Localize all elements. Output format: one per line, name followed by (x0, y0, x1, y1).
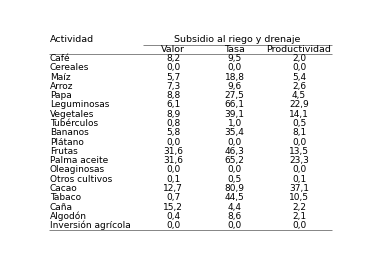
Text: 0,5: 0,5 (292, 119, 306, 128)
Text: 8,9: 8,9 (166, 110, 180, 119)
Text: 4,5: 4,5 (292, 91, 306, 100)
Text: 7,3: 7,3 (166, 82, 180, 91)
Text: 0,8: 0,8 (166, 119, 180, 128)
Text: Vegetales: Vegetales (50, 110, 94, 119)
Text: Algodón: Algodón (50, 212, 87, 221)
Text: 0,7: 0,7 (166, 193, 180, 202)
Text: 0,0: 0,0 (292, 165, 306, 174)
Text: 0,0: 0,0 (228, 63, 242, 72)
Text: Cereales: Cereales (50, 63, 89, 72)
Text: Oleaginosas: Oleaginosas (50, 165, 105, 174)
Text: Café: Café (50, 54, 70, 63)
Text: 0,4: 0,4 (166, 212, 180, 221)
Text: 31,6: 31,6 (163, 147, 183, 156)
Text: Otros cultivos: Otros cultivos (50, 175, 112, 184)
Text: 0,0: 0,0 (166, 63, 180, 72)
Text: 15,2: 15,2 (163, 203, 183, 212)
Text: Inversión agrícola: Inversión agrícola (50, 221, 131, 230)
Text: 8,1: 8,1 (292, 128, 306, 137)
Text: 2,6: 2,6 (292, 82, 306, 91)
Text: Bananos: Bananos (50, 128, 88, 137)
Text: Leguminosas: Leguminosas (50, 100, 109, 109)
Text: 0,0: 0,0 (292, 221, 306, 230)
Text: Maíz: Maíz (50, 73, 70, 82)
Text: 0,0: 0,0 (166, 221, 180, 230)
Text: 1,0: 1,0 (228, 119, 242, 128)
Text: 18,8: 18,8 (225, 73, 245, 82)
Text: Plátano: Plátano (50, 138, 84, 147)
Text: 2,2: 2,2 (292, 203, 306, 212)
Text: 31,6: 31,6 (163, 156, 183, 165)
Text: 10,5: 10,5 (289, 193, 309, 202)
Text: Palma aceite: Palma aceite (50, 156, 108, 165)
Text: 27,5: 27,5 (225, 91, 245, 100)
Text: 9,6: 9,6 (228, 82, 242, 91)
Text: 66,1: 66,1 (225, 100, 245, 109)
Text: 8,6: 8,6 (228, 212, 242, 221)
Text: 0,0: 0,0 (166, 165, 180, 174)
Text: 65,2: 65,2 (225, 156, 245, 165)
Text: 0,0: 0,0 (228, 221, 242, 230)
Text: Tasa: Tasa (224, 45, 245, 54)
Text: 35,4: 35,4 (225, 128, 245, 137)
Text: 0,0: 0,0 (228, 165, 242, 174)
Text: 13,5: 13,5 (289, 147, 309, 156)
Text: 6,1: 6,1 (166, 100, 180, 109)
Text: 37,1: 37,1 (289, 184, 309, 193)
Text: 44,5: 44,5 (225, 193, 245, 202)
Text: Tabaco: Tabaco (50, 193, 81, 202)
Text: 5,4: 5,4 (292, 73, 306, 82)
Text: 23,3: 23,3 (289, 156, 309, 165)
Text: 14,1: 14,1 (289, 110, 309, 119)
Text: Cacao: Cacao (50, 184, 77, 193)
Text: 0,1: 0,1 (292, 175, 306, 184)
Text: Caña: Caña (50, 203, 73, 212)
Text: 12,7: 12,7 (163, 184, 183, 193)
Text: 2,1: 2,1 (292, 212, 306, 221)
Text: Actividad: Actividad (50, 35, 94, 44)
Text: 39,1: 39,1 (225, 110, 245, 119)
Text: 0,0: 0,0 (166, 138, 180, 147)
Text: 0,1: 0,1 (166, 175, 180, 184)
Text: Productividad: Productividad (266, 45, 332, 54)
Text: 0,0: 0,0 (292, 63, 306, 72)
Text: 2,0: 2,0 (292, 54, 306, 63)
Text: 46,3: 46,3 (225, 147, 245, 156)
Text: 0,0: 0,0 (228, 138, 242, 147)
Text: 9,5: 9,5 (228, 54, 242, 63)
Text: Valor: Valor (161, 45, 185, 54)
Text: 0,0: 0,0 (292, 138, 306, 147)
Text: Papa: Papa (50, 91, 71, 100)
Text: Tubérculos: Tubérculos (50, 119, 98, 128)
Text: Arroz: Arroz (50, 82, 73, 91)
Text: 8,8: 8,8 (166, 91, 180, 100)
Text: 0,5: 0,5 (228, 175, 242, 184)
Text: 5,7: 5,7 (166, 73, 180, 82)
Text: Frutas: Frutas (50, 147, 77, 156)
Text: 22,9: 22,9 (289, 100, 309, 109)
Text: 5,8: 5,8 (166, 128, 180, 137)
Text: 80,9: 80,9 (225, 184, 245, 193)
Text: 4,4: 4,4 (228, 203, 242, 212)
Text: Subsidio al riego y drenaje: Subsidio al riego y drenaje (174, 35, 301, 44)
Text: 8,2: 8,2 (166, 54, 180, 63)
